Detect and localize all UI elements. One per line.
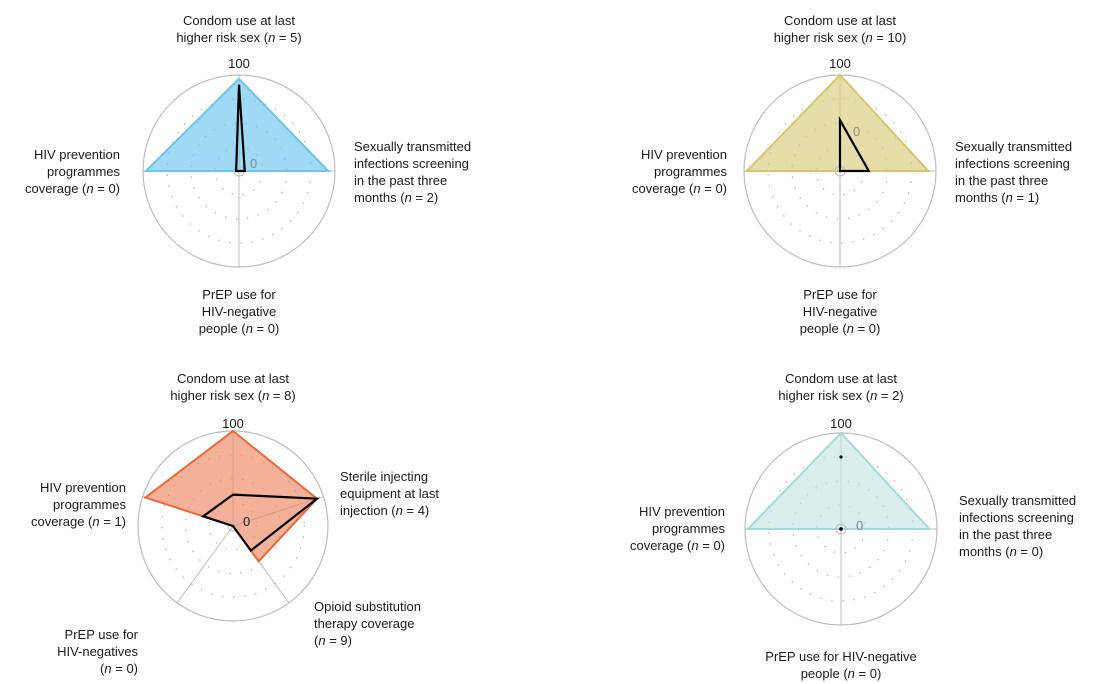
axis-label-condom-use: Condom use at last higher risk sex (n = … bbox=[176, 13, 302, 45]
series-point bbox=[839, 455, 843, 459]
axis-label-prep-use: PrEP use for HIV-negative people (n = 0) bbox=[799, 287, 881, 336]
max-value-label: 100 bbox=[829, 56, 851, 71]
axis-label-hiv-prevention: HIV prevention programmes coverage (n = … bbox=[24, 147, 120, 196]
axis-label-sti-screening: Sexually transmitted infections screenin… bbox=[959, 493, 1077, 559]
axis-label-sterile-injecting: Sterile injecting equipment at last inje… bbox=[340, 469, 440, 518]
center-ring bbox=[227, 520, 239, 532]
series-line-polygon bbox=[234, 84, 246, 173]
axis-label-sti-screening: Sexually transmitted infections screenin… bbox=[955, 139, 1073, 205]
zero-label: 0 bbox=[856, 518, 864, 533]
max-value-label: 100 bbox=[228, 56, 250, 71]
grid-ring bbox=[161, 454, 305, 598]
axis-label-condom-use: Condom use at last higher risk sex (n = … bbox=[170, 371, 296, 403]
axis-label-hiv-prevention: HIV prevention programmes coverage (n = … bbox=[30, 480, 126, 529]
axis-label-hiv-prevention: HIV prevention programmes coverage (n = … bbox=[629, 504, 725, 553]
axis-label-prep-use: PrEP use for HIV-negative people (n = 0) bbox=[765, 649, 917, 681]
series-line-polygon bbox=[200, 493, 321, 553]
axis-label-sti-screening: Sexually transmitted infections screenin… bbox=[354, 139, 472, 205]
zero-label: 0 bbox=[853, 124, 861, 139]
axis-spoke bbox=[176, 525, 234, 604]
axis-label-prep-use: PrEP use for HIV-negatives (n = 0) bbox=[57, 627, 138, 676]
axis-label-hiv-prevention: HIV prevention programmes coverage (n = … bbox=[631, 147, 727, 196]
series-line-polygon bbox=[838, 115, 871, 173]
axis-label-condom-use: Condom use at last higher risk sex (n = … bbox=[773, 13, 907, 45]
series-point-center bbox=[839, 527, 843, 531]
axis-label-condom-use: Condom use at last higher risk sex (n = … bbox=[778, 371, 904, 403]
max-value-label: 100 bbox=[222, 416, 244, 431]
zero-label: 0 bbox=[243, 514, 251, 529]
zero-label: 0 bbox=[250, 156, 258, 171]
axis-label-prep-use: PrEP use for HIV-negative people (n = 0) bbox=[198, 287, 280, 336]
series-area-polygon bbox=[745, 431, 932, 530]
axis-label-opioid-substitution: Opioid substitution therapy coverage (n … bbox=[314, 599, 421, 648]
center-ring bbox=[835, 523, 847, 535]
max-value-label: 100 bbox=[830, 416, 852, 431]
